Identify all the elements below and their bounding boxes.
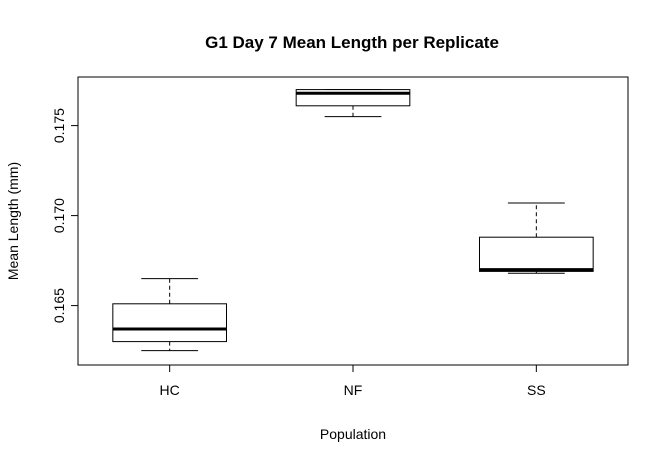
x-axis-label: Population <box>320 426 386 442</box>
y-axis-label: Mean Length (mm) <box>5 162 21 280</box>
x-tick-label: NF <box>344 382 363 398</box>
boxes-group <box>112 89 594 352</box>
chart-title: G1 Day 7 Mean Length per Replicate <box>205 33 499 52</box>
x-tick-label: SS <box>527 382 546 398</box>
y-tick-label: 0.165 <box>51 288 67 323</box>
y-tick-label: 0.175 <box>51 108 67 143</box>
box-ss <box>479 236 594 272</box>
x-axis: HC NF SS <box>160 365 546 398</box>
x-tick-label: HC <box>160 382 180 398</box>
box-hc <box>112 303 227 343</box>
y-tick-label: 0.170 <box>51 198 67 233</box>
y-axis: 0.165 0.170 0.175 <box>51 108 78 323</box>
